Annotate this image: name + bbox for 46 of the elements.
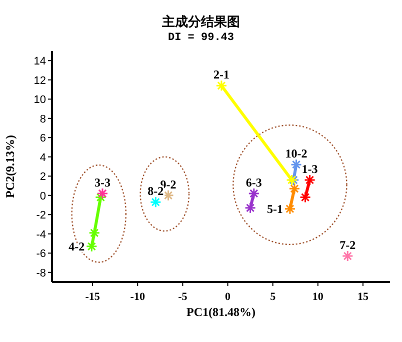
y-tick-label: 8	[40, 113, 46, 126]
y-tick-label: 10	[34, 94, 46, 106]
point	[248, 188, 260, 200]
point	[150, 196, 162, 208]
point	[288, 182, 300, 194]
x-tick-label: -10	[130, 291, 146, 303]
point	[216, 80, 228, 92]
y-tick-label: 0	[40, 190, 46, 202]
series-label: 10-2	[285, 146, 308, 161]
x-axis-title: PC1(81.48%)	[186, 305, 256, 319]
y-tick-label: 6	[40, 132, 46, 145]
y-tick-label: 2	[40, 171, 46, 184]
x-tick-label: 0	[225, 291, 232, 303]
point	[88, 227, 100, 239]
point	[96, 188, 108, 200]
x-tick-label: -5	[178, 291, 188, 303]
y-tick-label: -8	[36, 267, 46, 280]
y-tick-label: -2	[36, 210, 46, 222]
chart-subtitle: DI = 99.43	[168, 32, 234, 44]
series-label: 3-3	[94, 175, 110, 190]
y-tick-label: 12	[34, 74, 46, 87]
y-tick-label: -4	[36, 228, 46, 241]
series-label: 2-1	[213, 68, 230, 82]
x-tick-label: 5	[270, 291, 276, 303]
chart-title: 主成分结果图	[161, 14, 240, 29]
point	[284, 203, 296, 215]
point	[342, 250, 354, 262]
y-tick-label: 4	[40, 152, 46, 164]
series-label: 7-2	[340, 238, 356, 252]
point	[244, 202, 256, 214]
y-tick-label: -6	[36, 248, 46, 260]
point	[290, 158, 302, 170]
series-label: 6-3	[246, 175, 262, 190]
point	[162, 190, 174, 202]
series-label: 1-3	[302, 162, 318, 176]
series-label: 4-2	[68, 239, 85, 254]
x-tick-label: 10	[312, 291, 324, 303]
series-label: 5-1	[266, 202, 283, 216]
point	[304, 174, 316, 186]
point	[86, 240, 98, 252]
point	[300, 192, 312, 204]
point	[94, 192, 106, 204]
y-axis-title: PC2(9.13%)	[3, 135, 17, 198]
y-tick-label: 14	[34, 56, 46, 68]
x-tick-label: 15	[357, 291, 369, 303]
x-tick-label: -15	[85, 291, 100, 303]
